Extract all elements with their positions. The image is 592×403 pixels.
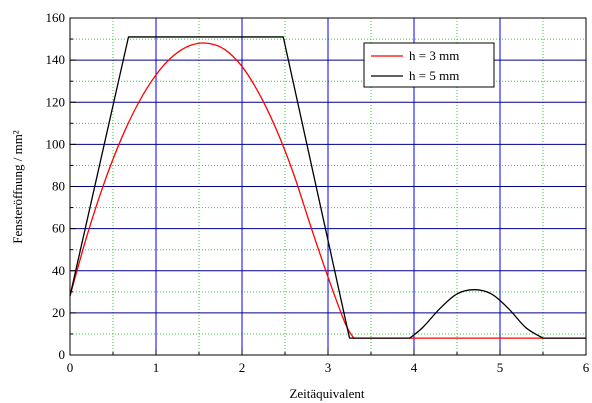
x-tick-label: 1 <box>153 360 160 375</box>
series-line-1 <box>69 36 586 339</box>
x-tick-label: 6 <box>583 360 590 375</box>
y-axis-title: Fensteröffnung / mm² <box>10 130 25 244</box>
legend: h = 3 mm h = 5 mm <box>363 42 495 88</box>
legend-box <box>363 42 495 88</box>
major-grid <box>70 18 586 355</box>
legend-label-series-0: h = 3 mm <box>409 48 459 63</box>
x-axis-title: Zeitäquivalent <box>289 386 364 401</box>
y-tick-label: 20 <box>52 305 65 320</box>
x-tick-labels: 0 1 2 3 4 5 6 <box>67 360 590 375</box>
y-tick-label: 0 <box>59 347 66 362</box>
y-tick-label: 100 <box>46 136 66 151</box>
x-tick-label: 4 <box>411 360 418 375</box>
y-tick-label: 80 <box>52 179 65 194</box>
y-tick-label: 160 <box>46 10 66 25</box>
series-line-0 <box>69 42 586 339</box>
ticks-layer <box>69 17 587 356</box>
legend-label-series-1: h = 5 mm <box>409 68 459 83</box>
x-tick-label: 2 <box>239 360 246 375</box>
y-tick-label: 120 <box>46 94 66 109</box>
y-tick-label: 140 <box>46 52 66 67</box>
x-tick-label: 5 <box>497 360 504 375</box>
y-tick-labels: 0 20 40 60 80 100 120 140 160 <box>46 10 66 362</box>
x-tick-label: 0 <box>67 360 74 375</box>
y-tick-label: 40 <box>52 263 65 278</box>
series-layer <box>69 36 586 339</box>
x-tick-label: 3 <box>325 360 332 375</box>
y-tick-label: 60 <box>52 221 65 236</box>
